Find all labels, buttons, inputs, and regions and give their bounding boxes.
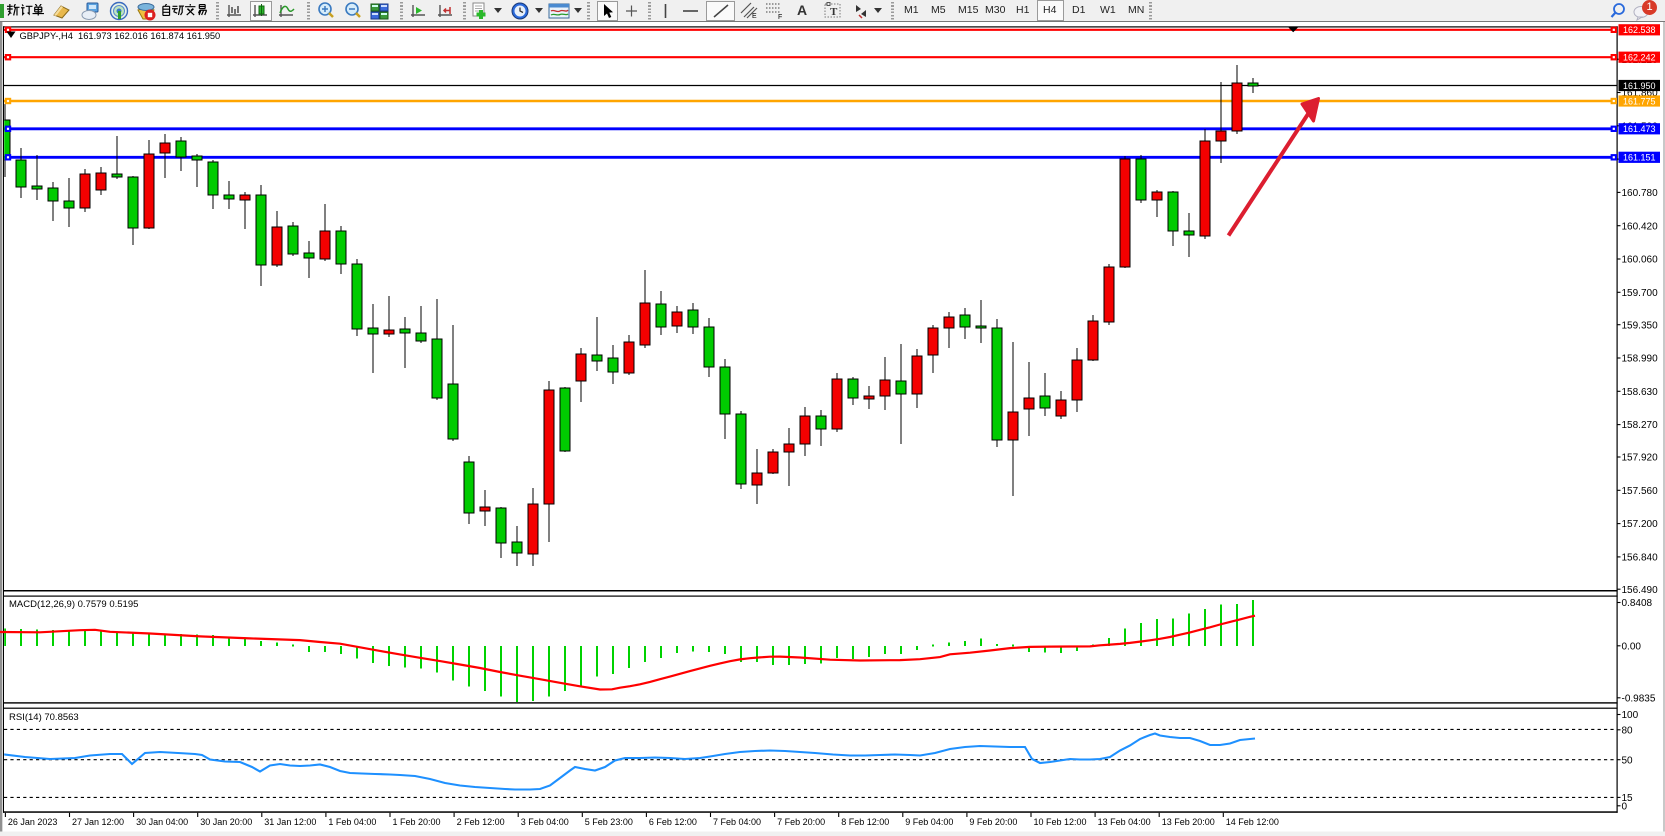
- svg-text:T: T: [830, 6, 838, 18]
- svg-text:30 Jan 04:00: 30 Jan 04:00: [136, 817, 188, 827]
- svg-text:0.00: 0.00: [1622, 641, 1642, 652]
- svg-text:158.270: 158.270: [1622, 420, 1659, 431]
- svg-text:156.840: 156.840: [1622, 553, 1659, 564]
- svg-text:26 Jan 2023: 26 Jan 2023: [8, 817, 58, 827]
- svg-text:80: 80: [1622, 725, 1634, 736]
- svg-text:7 Feb 20:00: 7 Feb 20:00: [777, 817, 825, 827]
- svg-text:159.700: 159.700: [1622, 288, 1659, 299]
- svg-text:5 Feb 23:00: 5 Feb 23:00: [585, 817, 633, 827]
- svg-text:7 Feb 04:00: 7 Feb 04:00: [713, 817, 761, 827]
- svg-text:GBPJPY-,H4 161.973 162.016 16: GBPJPY-,H4 161.973 162.016 161.874 161.9…: [20, 31, 221, 41]
- svg-text:30 Jan 20:00: 30 Jan 20:00: [200, 817, 252, 827]
- svg-text:157.560: 157.560: [1622, 486, 1659, 497]
- svg-text:162.242: 162.242: [1623, 53, 1656, 63]
- svg-text:8 Feb 12:00: 8 Feb 12:00: [841, 817, 889, 827]
- svg-text:14 Feb 12:00: 14 Feb 12:00: [1226, 817, 1279, 827]
- svg-text:31 Jan 12:00: 31 Jan 12:00: [264, 817, 316, 827]
- svg-text:0.8408: 0.8408: [1622, 598, 1653, 609]
- svg-text:161.860: 161.860: [1622, 88, 1659, 99]
- svg-text:157.920: 157.920: [1622, 453, 1659, 464]
- svg-text:13 Feb 20:00: 13 Feb 20:00: [1162, 817, 1215, 827]
- svg-text:RSI(14) 70.8563: RSI(14) 70.8563: [9, 712, 79, 723]
- svg-text:159.350: 159.350: [1622, 320, 1659, 331]
- svg-text:157.200: 157.200: [1622, 519, 1659, 530]
- svg-text:3 Feb 04:00: 3 Feb 04:00: [521, 817, 569, 827]
- svg-text:162.538: 162.538: [1623, 25, 1656, 35]
- svg-text:MACD(12,26,9) 0.7579 0.5195: MACD(12,26,9) 0.7579 0.5195: [9, 599, 138, 610]
- svg-text:9 Feb 04:00: 9 Feb 04:00: [905, 817, 953, 827]
- svg-text:10 Feb 12:00: 10 Feb 12:00: [1034, 817, 1087, 827]
- svg-text:9 Feb 20:00: 9 Feb 20:00: [969, 817, 1017, 827]
- svg-text:160.780: 160.780: [1622, 188, 1659, 199]
- svg-text:156.490: 156.490: [1622, 585, 1659, 596]
- svg-text:158.630: 158.630: [1622, 387, 1659, 398]
- svg-text:E: E: [752, 13, 757, 20]
- svg-text:27 Jan 12:00: 27 Jan 12:00: [72, 817, 124, 827]
- svg-text:160.420: 160.420: [1622, 221, 1659, 232]
- svg-text:161.775: 161.775: [1623, 96, 1656, 106]
- svg-text:161.473: 161.473: [1623, 124, 1656, 134]
- svg-text:13 Feb 04:00: 13 Feb 04:00: [1098, 817, 1151, 827]
- svg-text:-0.9835: -0.9835: [1622, 693, 1656, 704]
- svg-text:F: F: [778, 14, 782, 21]
- svg-text:50: 50: [1622, 755, 1634, 766]
- svg-text:15: 15: [1622, 793, 1634, 804]
- svg-text:161.151: 161.151: [1623, 153, 1656, 163]
- svg-text:100: 100: [1622, 710, 1639, 721]
- svg-text:158.990: 158.990: [1622, 354, 1659, 365]
- svg-text:1 Feb 20:00: 1 Feb 20:00: [393, 817, 441, 827]
- svg-text:1 Feb 04:00: 1 Feb 04:00: [328, 817, 376, 827]
- svg-text:161.950: 161.950: [1623, 81, 1656, 91]
- svg-text:160.060: 160.060: [1622, 255, 1659, 266]
- svg-text:6 Feb 12:00: 6 Feb 12:00: [649, 817, 697, 827]
- svg-text:0: 0: [1622, 801, 1628, 812]
- svg-text:2 Feb 12:00: 2 Feb 12:00: [457, 817, 505, 827]
